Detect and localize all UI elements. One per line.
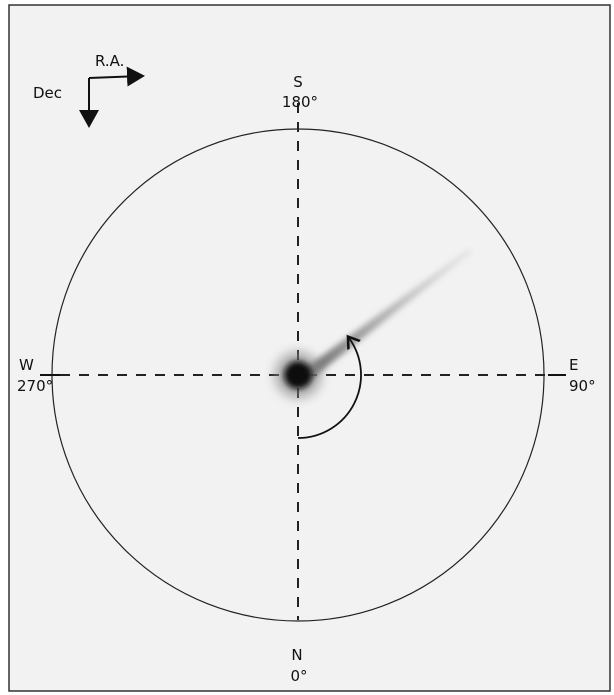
south-angle: 180° xyxy=(282,93,318,111)
north-angle: 0° xyxy=(290,667,307,685)
dec-label: Dec xyxy=(33,84,62,102)
north-letter: N xyxy=(291,646,302,664)
east-angle: 90° xyxy=(569,377,596,395)
east-letter: E xyxy=(569,356,578,374)
ra-arrow xyxy=(88,66,145,87)
nucleus xyxy=(284,361,312,389)
ra-label: R.A. xyxy=(95,52,124,70)
south-letter: S xyxy=(293,73,303,91)
west-angle: 270° xyxy=(17,377,53,395)
comet-tail xyxy=(300,248,472,384)
position-angle-arc xyxy=(297,338,362,439)
frame xyxy=(8,4,611,692)
west-letter: W xyxy=(19,356,34,374)
